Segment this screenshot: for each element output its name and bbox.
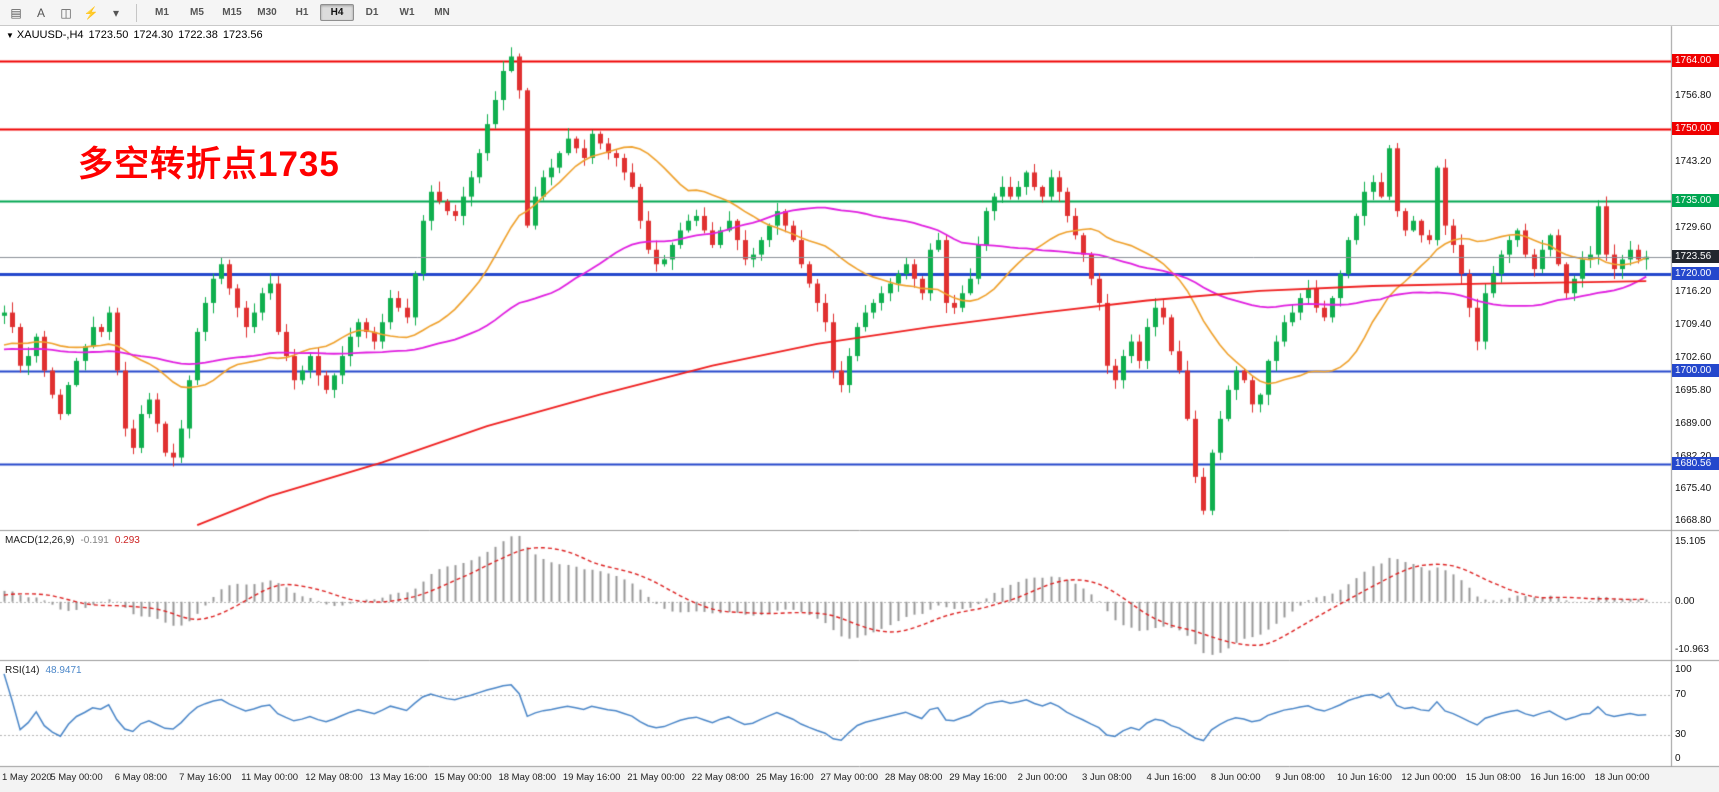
candlestick-mode-icon[interactable]: ◫ — [60, 5, 72, 20]
macd-indicator-label: MACD(12,26,9) -0.191 0.293 — [5, 535, 146, 546]
timeframe-button-group: M1 M5 M15 M30 H1 H4 D1 W1 MN — [145, 4, 459, 21]
time-scale[interactable] — [0, 766, 1671, 792]
tf-button-d1[interactable]: D1 — [365, 7, 379, 18]
macd-name: MACD(12,26,9) — [5, 535, 75, 546]
bar-close-value: 1723.56 — [222, 29, 263, 41]
rsi-name: RSI(14) — [5, 665, 40, 676]
macd-main-value: -0.191 — [80, 535, 109, 546]
annotate-text-icon[interactable]: A — [36, 5, 45, 20]
macd-signal-value: 0.293 — [114, 535, 140, 546]
price-scale[interactable] — [1671, 26, 1719, 766]
toolbar-icon-group: ▤ A ◫ ⚡ ▾ — [4, 2, 128, 24]
bar-high-value: 1724.30 — [133, 29, 174, 41]
tf-button-h4[interactable]: H4 — [320, 4, 354, 21]
symbol-title: XAUUSD-,H4 — [16, 29, 84, 41]
symbol-bar: ▼ XAUUSD-,H4 1723.50 1724.30 1722.38 1723.56 — [6, 29, 268, 41]
pivot-annotation-text: 多空转折点1735 — [78, 145, 340, 184]
template-icon[interactable]: ⚡ — [83, 5, 99, 20]
rsi-indicator-label: RSI(14) 48.9471 — [5, 665, 88, 676]
tf-button-m15[interactable]: M15 — [222, 7, 242, 18]
bar-open-value: 1723.50 — [88, 29, 129, 41]
tf-button-m30[interactable]: M30 — [257, 7, 277, 18]
tf-button-m5[interactable]: M5 — [190, 7, 204, 18]
tf-button-w1[interactable]: W1 — [399, 7, 415, 18]
bar-low-value: 1722.38 — [178, 29, 218, 41]
toolbar: ▤ A ◫ ⚡ ▾ M1 M5 M15 M30 H1 H4 D1 W1 MN — [0, 0, 1719, 26]
chart-mode-icon[interactable]: ▤ — [10, 5, 22, 20]
symbol-dropdown-icon[interactable]: ▼ — [6, 31, 14, 40]
tf-button-m1[interactable]: M1 — [155, 7, 169, 18]
toolbar-separator — [136, 3, 137, 22]
rsi-value: 48.9471 — [45, 665, 82, 676]
dropdown-caret-icon[interactable]: ▾ — [112, 5, 120, 20]
tf-button-h1[interactable]: H1 — [295, 7, 309, 18]
tf-button-mn[interactable]: MN — [434, 7, 450, 18]
